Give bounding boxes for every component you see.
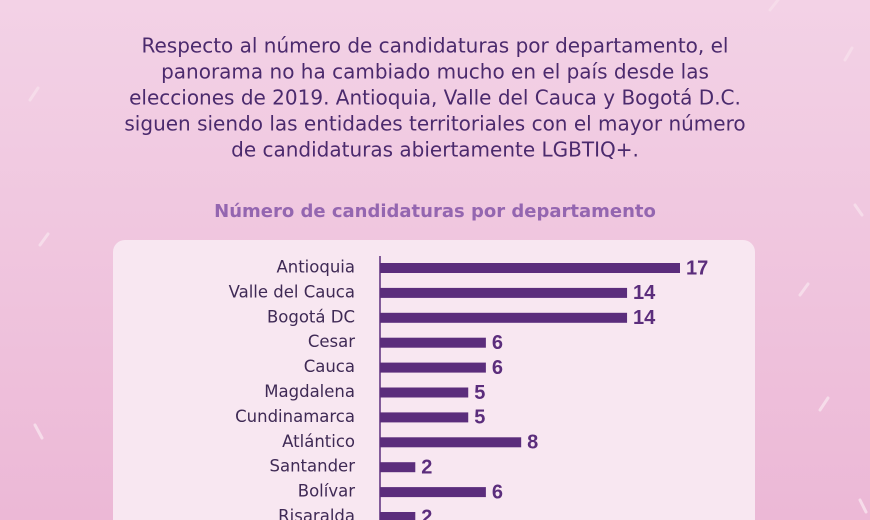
value-label: 6 bbox=[492, 332, 503, 354]
category-label: Atlántico bbox=[282, 432, 355, 451]
bar bbox=[380, 437, 522, 448]
value-label: 6 bbox=[492, 481, 503, 503]
description-line: de candidaturas abiertamente LGBTIQ+. bbox=[231, 138, 639, 162]
category-label: Antioquia bbox=[276, 258, 355, 277]
bar bbox=[380, 462, 416, 473]
bar bbox=[380, 337, 486, 348]
description-line: elecciones de 2019. Antioquia, Valle del… bbox=[129, 86, 741, 110]
value-label: 8 bbox=[527, 432, 538, 454]
bar bbox=[380, 387, 469, 398]
bar bbox=[380, 287, 628, 298]
chart-panel bbox=[113, 240, 755, 520]
category-label: Magdalena bbox=[264, 382, 355, 401]
category-label: Cesar bbox=[308, 332, 355, 351]
description-line: Respecto al número de candidaturas por d… bbox=[141, 34, 728, 58]
value-label: 14 bbox=[633, 282, 656, 304]
category-label: Bolívar bbox=[298, 482, 355, 501]
description-line: siguen siendo las entidades territoriale… bbox=[124, 112, 745, 136]
description-line: panorama no ha cambiado mucho en el país… bbox=[161, 60, 709, 84]
bar bbox=[380, 362, 486, 373]
value-label: 2 bbox=[421, 456, 432, 478]
category-label: Santander bbox=[270, 457, 356, 476]
category-label: Bogotá DC bbox=[267, 307, 355, 326]
category-label: Risaralda bbox=[278, 507, 355, 520]
category-label: Cundinamarca bbox=[235, 407, 355, 426]
bar bbox=[380, 412, 469, 423]
value-label: 6 bbox=[492, 357, 503, 379]
chart-title: Número de candidaturas por departamento bbox=[214, 201, 656, 222]
value-label: 5 bbox=[474, 407, 485, 429]
category-label: Cauca bbox=[304, 357, 355, 376]
bar bbox=[380, 263, 680, 273]
value-label: 5 bbox=[474, 382, 485, 404]
value-label: 2 bbox=[421, 506, 432, 520]
value-label: 17 bbox=[686, 257, 708, 279]
bar bbox=[380, 512, 416, 520]
category-label: Valle del Cauca bbox=[229, 282, 355, 301]
decoration bbox=[28, 0, 868, 514]
bar bbox=[380, 487, 486, 498]
value-label: 14 bbox=[633, 307, 656, 329]
bar bbox=[380, 312, 628, 323]
